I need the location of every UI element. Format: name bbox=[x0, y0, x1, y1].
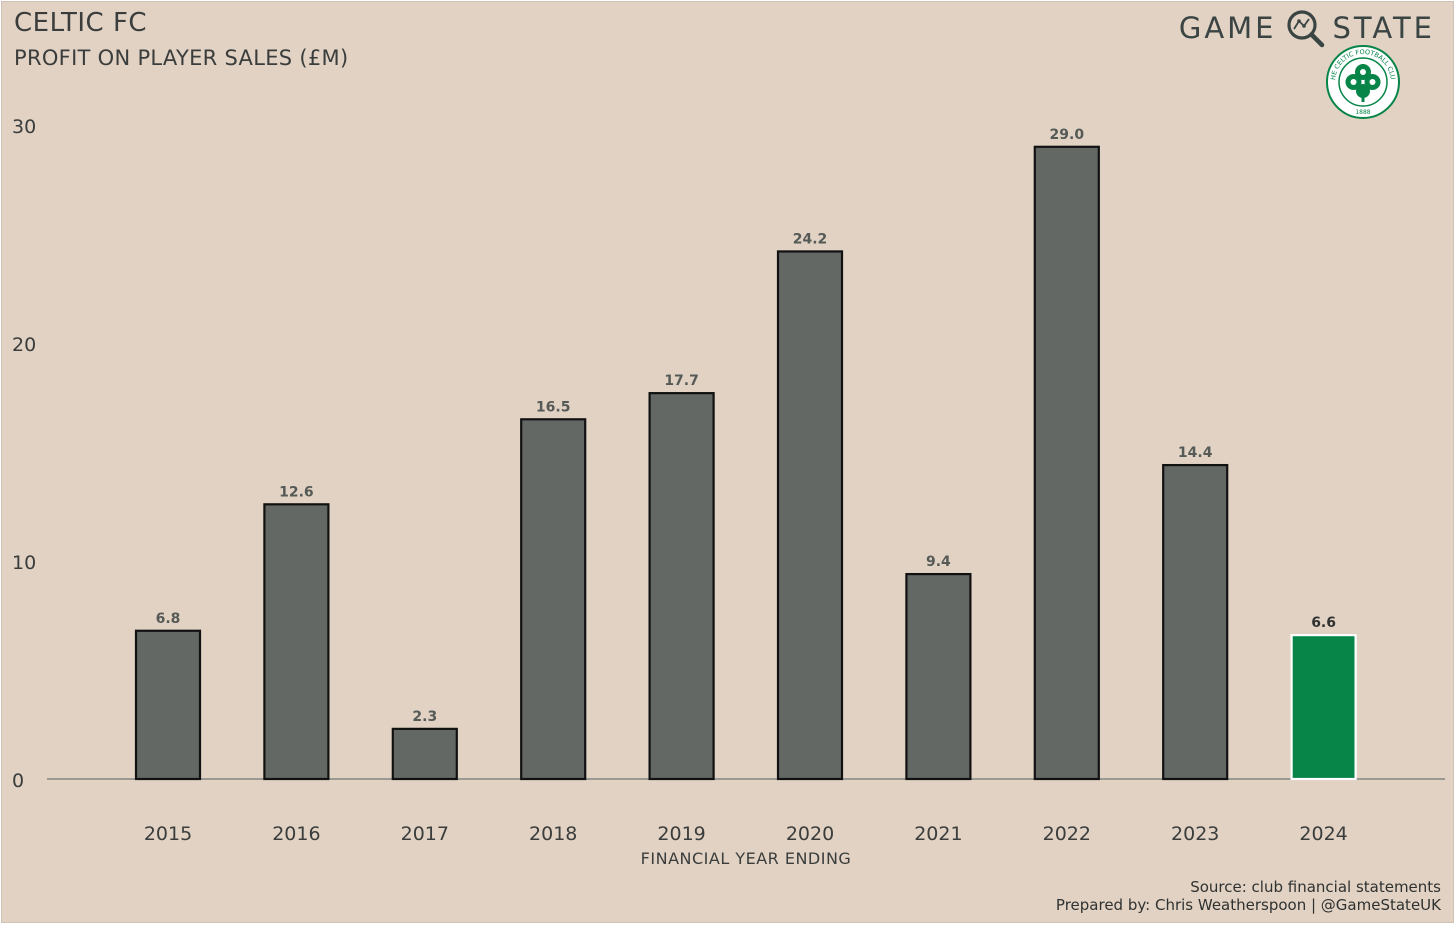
bar bbox=[776, 250, 844, 781]
bar bbox=[263, 503, 330, 781]
x-tick-label: 2015 bbox=[144, 823, 192, 845]
x-tick-label: 2022 bbox=[1043, 823, 1091, 845]
bar bbox=[905, 572, 972, 781]
data-label: 6.8 bbox=[156, 611, 181, 627]
data-label: 17.7 bbox=[664, 373, 699, 389]
x-tick-label: 2024 bbox=[1299, 823, 1347, 845]
x-tick-label: 2017 bbox=[401, 823, 449, 845]
prepared-by-note: Prepared by: Chris Weatherspoon | @GameS… bbox=[1055, 896, 1441, 914]
data-label: 14.4 bbox=[1178, 445, 1213, 461]
crest-year: 1888 bbox=[1355, 109, 1370, 116]
y-tick-label: 30 bbox=[12, 116, 36, 138]
x-axis-title: FINANCIAL YEAR ENDING bbox=[641, 849, 852, 868]
x-tick-label: 2020 bbox=[786, 823, 834, 845]
x-tick-label: 2021 bbox=[914, 823, 962, 845]
y-tick-label: 10 bbox=[12, 552, 36, 574]
magnifier-icon bbox=[1286, 10, 1324, 48]
x-tick-label: 2023 bbox=[1171, 823, 1219, 845]
bar bbox=[134, 629, 202, 781]
data-label: 16.5 bbox=[536, 399, 571, 415]
data-label: 6.6 bbox=[1311, 615, 1336, 631]
data-label: 2.3 bbox=[412, 709, 437, 725]
source-note: Source: club financial statements bbox=[1190, 878, 1441, 896]
game-state-logo: GAME STATE bbox=[1179, 8, 1435, 48]
bar bbox=[520, 418, 587, 781]
data-label: 24.2 bbox=[793, 231, 828, 247]
data-label: 9.4 bbox=[926, 554, 951, 570]
data-label: 12.6 bbox=[279, 484, 314, 500]
brand-word-left: GAME bbox=[1178, 11, 1277, 45]
x-tick-label: 2018 bbox=[529, 823, 577, 845]
brand-word-right: STATE bbox=[1332, 11, 1435, 45]
bar bbox=[1162, 463, 1229, 781]
bar bbox=[391, 727, 458, 781]
x-tick-label: 2016 bbox=[272, 823, 320, 845]
y-tick-label: 0 bbox=[12, 770, 24, 792]
bar bbox=[1033, 145, 1100, 781]
bar bbox=[1290, 634, 1357, 781]
x-tick-label: 2019 bbox=[657, 823, 705, 845]
celtic-crest-icon: THE CELTIC FOOTBALL CLUB 1888 bbox=[1325, 44, 1400, 119]
data-label: 29.0 bbox=[1050, 127, 1085, 143]
chart-title: CELTIC FC bbox=[14, 8, 148, 38]
chart-subtitle: PROFIT ON PLAYER SALES (£M) bbox=[14, 46, 349, 70]
chart-footer: Source: club financial statements Prepar… bbox=[1056, 878, 1441, 914]
y-tick-label: 20 bbox=[12, 334, 36, 356]
bar bbox=[648, 392, 715, 781]
